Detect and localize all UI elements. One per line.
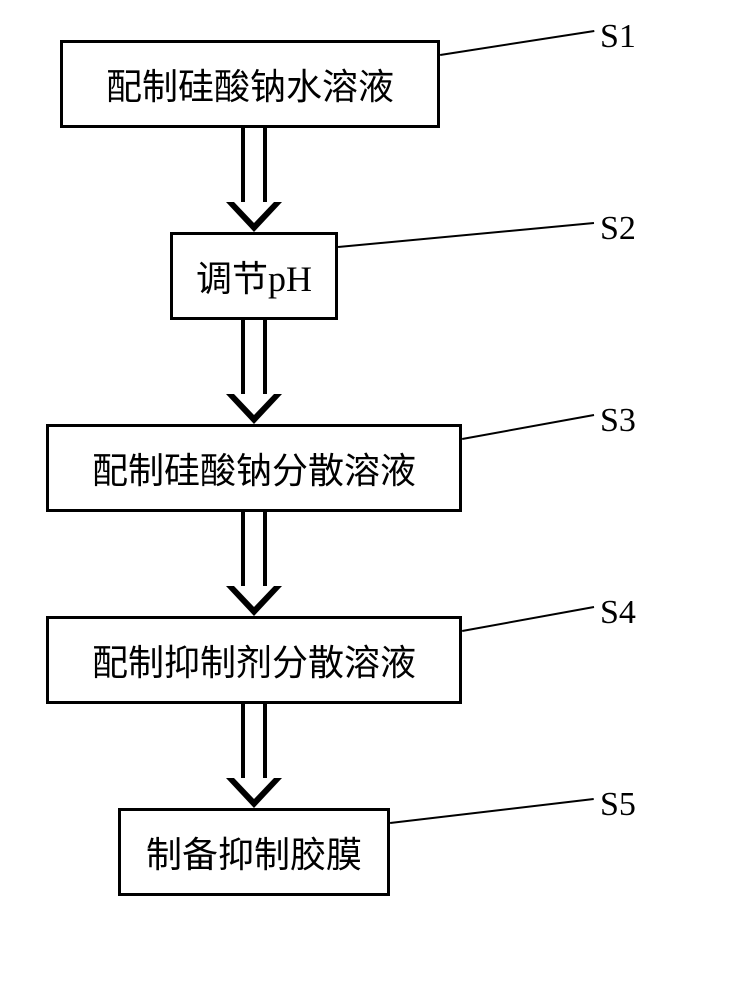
flow-arrow	[241, 320, 267, 394]
flow-step-text: 调节pH	[196, 250, 312, 302]
step-label: S4	[600, 594, 636, 632]
flow-arrow-join	[245, 776, 263, 782]
flow-step-s5: 制备抑制胶膜	[118, 808, 390, 896]
leader-line	[390, 798, 594, 824]
flow-arrow	[241, 704, 267, 778]
flow-step-s3: 配制硅酸钠分散溶液	[46, 424, 462, 512]
flow-step-s2: 调节pH	[170, 232, 338, 320]
leader-line	[338, 222, 594, 248]
flow-arrow	[241, 128, 267, 202]
step-label: S5	[600, 786, 636, 824]
step-label: S2	[600, 210, 636, 248]
flow-step-text: 配制硅酸钠分散溶液	[92, 442, 416, 494]
flow-step-text: 配制抑制剂分散溶液	[92, 634, 416, 686]
leader-line	[462, 414, 594, 440]
flow-step-s1: 配制硅酸钠水溶液	[60, 40, 440, 128]
leader-line	[462, 606, 594, 632]
flow-step-text: 配制硅酸钠水溶液	[106, 58, 394, 110]
flow-arrow-join	[245, 392, 263, 398]
flow-arrow	[241, 512, 267, 586]
flow-step-s4: 配制抑制剂分散溶液	[46, 616, 462, 704]
step-label: S3	[600, 402, 636, 440]
flow-step-text: 制备抑制胶膜	[146, 826, 362, 878]
leader-line	[440, 30, 594, 56]
flow-arrow-join	[245, 584, 263, 590]
step-label: S1	[600, 18, 636, 56]
flow-arrow-join	[245, 200, 263, 206]
